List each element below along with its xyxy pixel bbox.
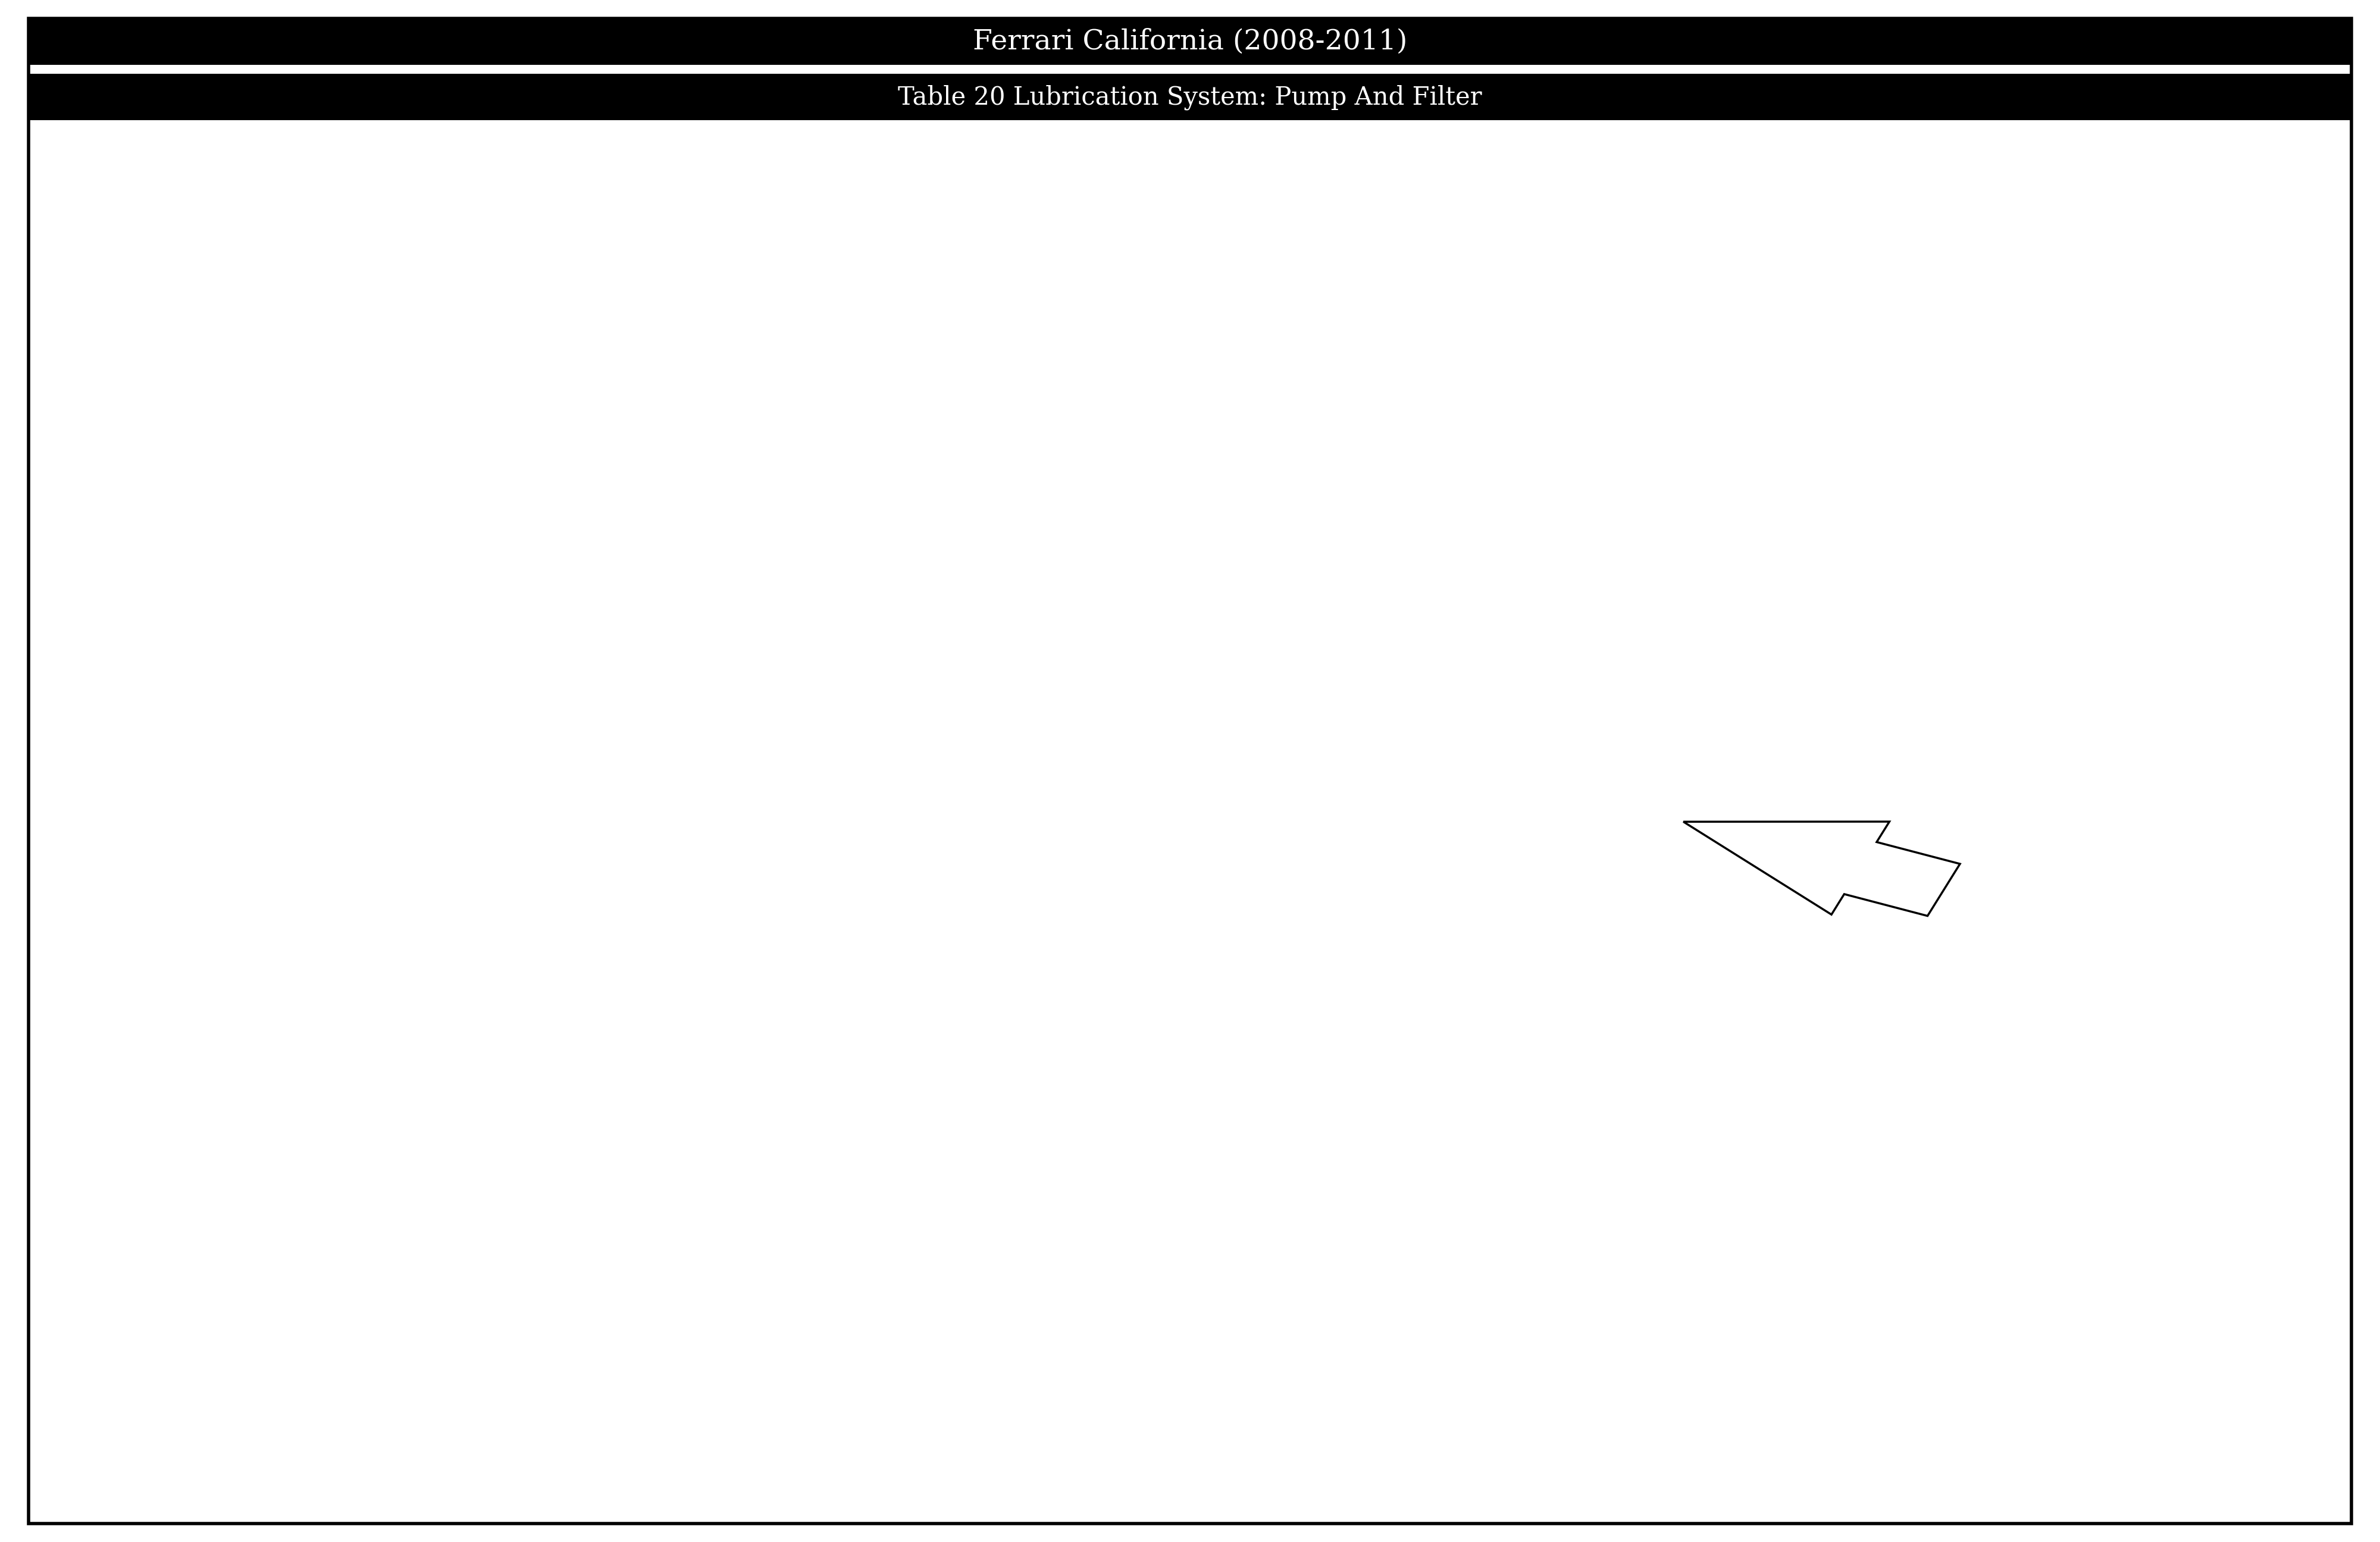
Bar xyxy=(29,74,2351,120)
Text: Ferrari California (2008-2011): Ferrari California (2008-2011) xyxy=(973,28,1407,56)
Text: Table 20 Lubrication System: Pump And Filter: Table 20 Lubrication System: Pump And Fi… xyxy=(897,85,1483,109)
Polygon shape xyxy=(1683,822,1961,916)
Bar xyxy=(29,19,2351,65)
